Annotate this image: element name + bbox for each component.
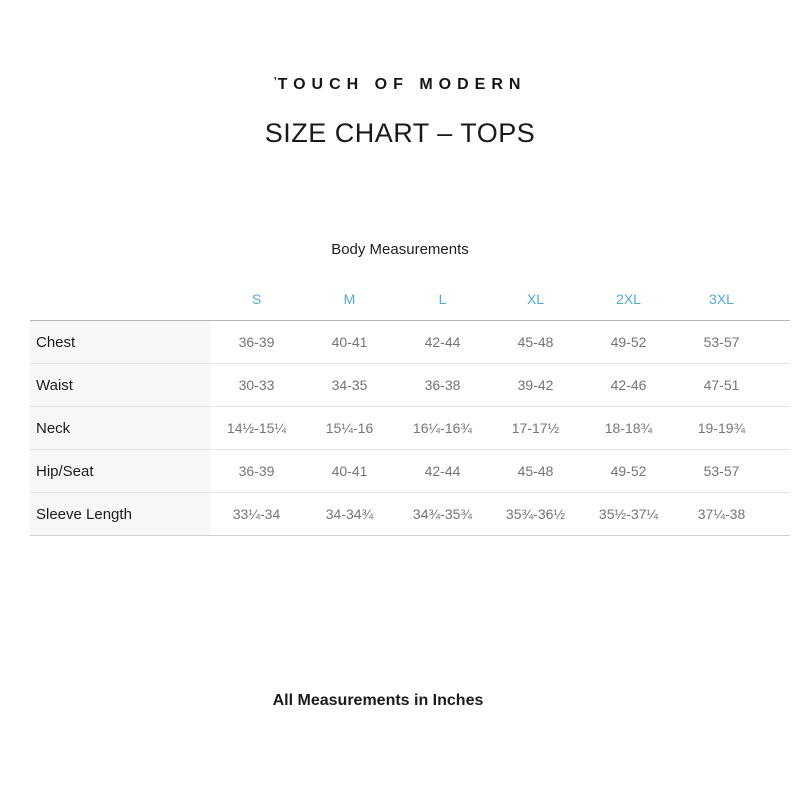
row-label-waist: Waist bbox=[30, 363, 210, 407]
measurement-cell: 53-57 bbox=[675, 449, 768, 493]
measurement-cell: 45-48 bbox=[489, 449, 582, 493]
measurement-cell: 16¼-16¾ bbox=[396, 406, 489, 450]
size-header-trailing-spacer bbox=[768, 291, 790, 321]
table-section-title: Body Measurements bbox=[331, 241, 469, 258]
measurement-cell: 17-17½ bbox=[489, 406, 582, 450]
size-column-header-2xl: 2XL bbox=[616, 291, 641, 307]
brand-logo: ʼTOUCH OF MODERN bbox=[0, 0, 800, 94]
brand-logo-text: TOUCH OF MODERN bbox=[277, 76, 527, 93]
size-column-header-s: S bbox=[251, 291, 262, 307]
size-column-header-3xl: 3XL bbox=[709, 291, 734, 307]
row-label-hip-seat: Hip/Seat bbox=[30, 449, 210, 493]
measurement-cell: 47-51 bbox=[675, 363, 768, 407]
row-trailing-spacer bbox=[768, 363, 790, 407]
measurement-cell: 15¼-16 bbox=[303, 406, 396, 450]
measurement-cell: 39-42 bbox=[489, 363, 582, 407]
row-label-chest: Chest bbox=[30, 320, 210, 364]
row-trailing-spacer bbox=[768, 492, 790, 536]
row-trailing-spacer bbox=[768, 449, 790, 493]
measurement-cell: 42-44 bbox=[396, 320, 489, 364]
measurement-cell: 14½-15¼ bbox=[210, 406, 303, 450]
logo-accent-mark: ʼ bbox=[273, 76, 277, 88]
footnote: All Measurements in Inches bbox=[272, 692, 484, 709]
measurement-cell: 40-41 bbox=[303, 320, 396, 364]
measurement-cell: 49-52 bbox=[582, 449, 675, 493]
measurement-cell: 42-46 bbox=[582, 363, 675, 407]
measurement-cell: 35½-37¼ bbox=[582, 492, 675, 536]
table-row-chest: Chest 36-39 40-41 42-44 45-48 49-52 53-5… bbox=[30, 320, 790, 364]
size-table: S M L XL 2XL 3XL Chest 36-39 40-41 42-44… bbox=[30, 291, 790, 536]
measurement-cell: 34-35 bbox=[303, 363, 396, 407]
measurement-cell: 36-39 bbox=[210, 449, 303, 493]
measurement-cell: 36-38 bbox=[396, 363, 489, 407]
table-row-sleeve-length: Sleeve Length 33¼-34 34-34¾ 34¾-35¾ 35¾-… bbox=[30, 492, 790, 536]
measurement-cell: 40-41 bbox=[303, 449, 396, 493]
table-row-waist: Waist 30-33 34-35 36-38 39-42 42-46 47-5… bbox=[30, 363, 790, 407]
page-title: SIZE CHART – TOPS bbox=[264, 118, 536, 148]
size-header-spacer bbox=[30, 291, 210, 321]
measurement-cell: 18-18¾ bbox=[582, 406, 675, 450]
row-trailing-spacer bbox=[768, 406, 790, 450]
measurement-cell: 49-52 bbox=[582, 320, 675, 364]
size-column-header-l: L bbox=[438, 291, 447, 307]
measurement-cell: 35¾-36½ bbox=[489, 492, 582, 536]
measurement-cell: 42-44 bbox=[396, 449, 489, 493]
table-row-hip-seat: Hip/Seat 36-39 40-41 42-44 45-48 49-52 5… bbox=[30, 449, 790, 493]
size-header-row: S M L XL 2XL 3XL bbox=[30, 291, 790, 321]
row-label-sleeve-length: Sleeve Length bbox=[30, 492, 210, 536]
measurement-cell: 53-57 bbox=[675, 320, 768, 364]
row-label-neck: Neck bbox=[30, 406, 210, 450]
measurement-cell: 36-39 bbox=[210, 320, 303, 364]
measurement-cell: 37¼-38 bbox=[675, 492, 768, 536]
measurement-cell: 34¾-35¾ bbox=[396, 492, 489, 536]
measurement-cell: 19-19¾ bbox=[675, 406, 768, 450]
table-row-neck: Neck 14½-15¼ 15¼-16 16¼-16¾ 17-17½ 18-18… bbox=[30, 406, 790, 450]
size-column-header-xl: XL bbox=[526, 291, 545, 307]
size-column-header-m: M bbox=[343, 291, 356, 307]
measurement-cell: 34-34¾ bbox=[303, 492, 396, 536]
row-trailing-spacer bbox=[768, 320, 790, 364]
measurement-cell: 30-33 bbox=[210, 363, 303, 407]
measurement-cell: 33¼-34 bbox=[210, 492, 303, 536]
measurement-cell: 45-48 bbox=[489, 320, 582, 364]
